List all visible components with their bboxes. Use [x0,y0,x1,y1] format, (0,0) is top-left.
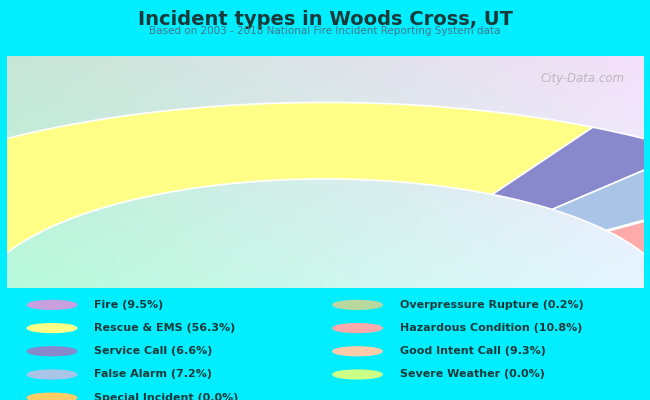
Text: Service Call (6.6%): Service Call (6.6%) [94,346,213,356]
Circle shape [27,324,77,332]
Wedge shape [492,127,650,210]
Circle shape [333,300,382,309]
Text: Severe Weather (0.0%): Severe Weather (0.0%) [400,370,545,380]
Wedge shape [552,151,650,230]
Text: Fire (9.5%): Fire (9.5%) [94,300,164,310]
Text: Special Incident (0.0%): Special Incident (0.0%) [94,393,239,400]
Wedge shape [608,186,650,270]
Text: Based on 2003 - 2018 National Fire Incident Reporting System data: Based on 2003 - 2018 National Fire Incid… [150,26,500,36]
Text: Rescue & EMS (56.3%): Rescue & EMS (56.3%) [94,323,235,333]
Circle shape [333,324,382,332]
Wedge shape [0,102,593,269]
Wedge shape [606,185,650,231]
Circle shape [27,347,77,356]
Text: Incident types in Woods Cross, UT: Incident types in Woods Cross, UT [138,10,512,29]
Circle shape [27,393,77,400]
Text: City-Data.com: City-Data.com [540,72,625,85]
Circle shape [333,370,382,379]
Circle shape [27,300,77,309]
Text: Hazardous Condition (10.8%): Hazardous Condition (10.8%) [400,323,582,333]
Text: Overpressure Rupture (0.2%): Overpressure Rupture (0.2%) [400,300,584,310]
Text: Good Intent Call (9.3%): Good Intent Call (9.3%) [400,346,545,356]
Circle shape [333,347,382,356]
Circle shape [27,370,77,379]
Text: False Alarm (7.2%): False Alarm (7.2%) [94,370,213,380]
